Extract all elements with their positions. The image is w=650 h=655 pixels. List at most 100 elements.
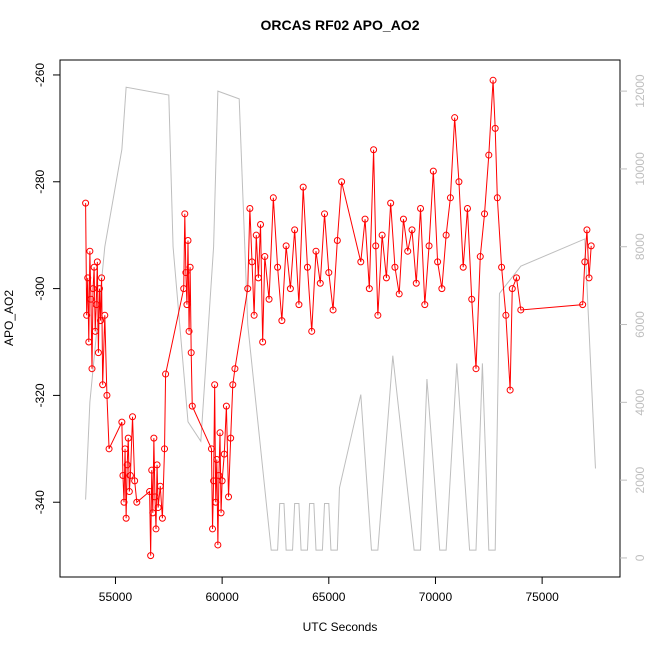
data-point bbox=[442, 231, 450, 239]
data-point bbox=[188, 402, 196, 410]
series-line bbox=[85, 80, 592, 556]
data-point bbox=[211, 381, 219, 389]
x-tick-label: 75000 bbox=[525, 590, 559, 604]
data-point bbox=[261, 253, 269, 261]
data-point bbox=[124, 434, 132, 442]
y2-tick-label: 12000 bbox=[633, 74, 647, 108]
data-point bbox=[244, 285, 252, 293]
data-point bbox=[506, 386, 514, 394]
data-point bbox=[98, 274, 106, 282]
data-point bbox=[370, 146, 378, 154]
y2-tick-label: 10000 bbox=[633, 152, 647, 186]
data-point bbox=[153, 461, 161, 469]
y-tick-label: -260 bbox=[33, 63, 47, 87]
data-point bbox=[295, 301, 303, 309]
data-point bbox=[265, 295, 273, 303]
data-point bbox=[122, 514, 130, 522]
x-tick-label: 55000 bbox=[99, 590, 133, 604]
data-point bbox=[152, 525, 160, 533]
x-tick-label: 65000 bbox=[312, 590, 346, 604]
data-point bbox=[250, 311, 258, 319]
data-point bbox=[129, 413, 137, 421]
data-point bbox=[210, 477, 218, 485]
chart-title: ORCAS RF02 APO_AO2 bbox=[261, 17, 420, 33]
data-point bbox=[278, 317, 286, 325]
data-point bbox=[417, 204, 425, 212]
data-point bbox=[579, 301, 587, 309]
data-point bbox=[404, 247, 412, 255]
data-point bbox=[391, 263, 399, 271]
plot-frame bbox=[59, 59, 621, 578]
data-point bbox=[493, 194, 501, 202]
data-point bbox=[485, 151, 493, 159]
data-point bbox=[120, 498, 128, 506]
data-point bbox=[95, 285, 103, 293]
data-point bbox=[421, 301, 429, 309]
x-axis-label: UTC Seconds bbox=[303, 620, 378, 634]
data-point bbox=[150, 434, 158, 442]
data-point bbox=[372, 242, 380, 250]
data-point bbox=[216, 429, 224, 437]
x-tick-label: 60000 bbox=[205, 590, 239, 604]
y-tick-label: -340 bbox=[33, 490, 47, 514]
data-point bbox=[94, 349, 102, 357]
data-point bbox=[218, 477, 226, 485]
data-point bbox=[118, 418, 126, 426]
data-point bbox=[329, 306, 337, 314]
data-point bbox=[361, 215, 369, 223]
data-point bbox=[215, 472, 223, 480]
y2-tick-label: 2000 bbox=[633, 466, 647, 493]
data-point bbox=[587, 242, 595, 250]
data-point bbox=[148, 466, 156, 474]
y2-tick-label: 6000 bbox=[633, 311, 647, 338]
data-point bbox=[209, 525, 217, 533]
data-point bbox=[365, 285, 373, 293]
y-tick-label: -280 bbox=[33, 169, 47, 193]
data-point bbox=[231, 365, 239, 373]
data-point bbox=[412, 279, 420, 287]
data-point bbox=[252, 231, 260, 239]
data-point bbox=[257, 221, 265, 228]
data-point bbox=[86, 247, 94, 255]
data-point bbox=[133, 498, 141, 506]
data-point bbox=[378, 231, 386, 239]
data-point bbox=[161, 445, 169, 453]
data-point bbox=[321, 210, 329, 218]
data-point bbox=[183, 301, 191, 309]
data-point bbox=[286, 285, 294, 293]
data-point bbox=[395, 290, 403, 298]
data-point bbox=[491, 124, 499, 132]
data-point bbox=[126, 472, 134, 480]
data-point bbox=[325, 269, 333, 277]
data-point bbox=[498, 263, 506, 271]
data-point bbox=[387, 199, 395, 207]
series-line bbox=[85, 86, 596, 551]
data-point bbox=[308, 327, 316, 335]
data-point bbox=[517, 306, 525, 314]
data-point bbox=[583, 226, 591, 234]
y-tick-label: -320 bbox=[33, 383, 47, 407]
data-point bbox=[123, 461, 131, 469]
data-point bbox=[162, 370, 170, 378]
data-point bbox=[229, 381, 237, 389]
data-point bbox=[481, 210, 489, 218]
data-point bbox=[438, 285, 446, 293]
data-point bbox=[254, 274, 262, 282]
data-point bbox=[585, 274, 593, 282]
data-point bbox=[103, 391, 111, 399]
data-point bbox=[99, 381, 107, 389]
data-point bbox=[508, 285, 516, 293]
data-point bbox=[97, 317, 105, 325]
data-point bbox=[187, 349, 195, 357]
data-point bbox=[156, 482, 164, 490]
data-point bbox=[333, 237, 341, 245]
data-point bbox=[158, 514, 166, 522]
data-point bbox=[101, 311, 109, 319]
data-point bbox=[147, 552, 155, 560]
data-point bbox=[87, 295, 95, 303]
data-point bbox=[217, 509, 225, 517]
data-point bbox=[446, 194, 454, 202]
data-point bbox=[316, 279, 324, 287]
data-point bbox=[227, 434, 235, 442]
